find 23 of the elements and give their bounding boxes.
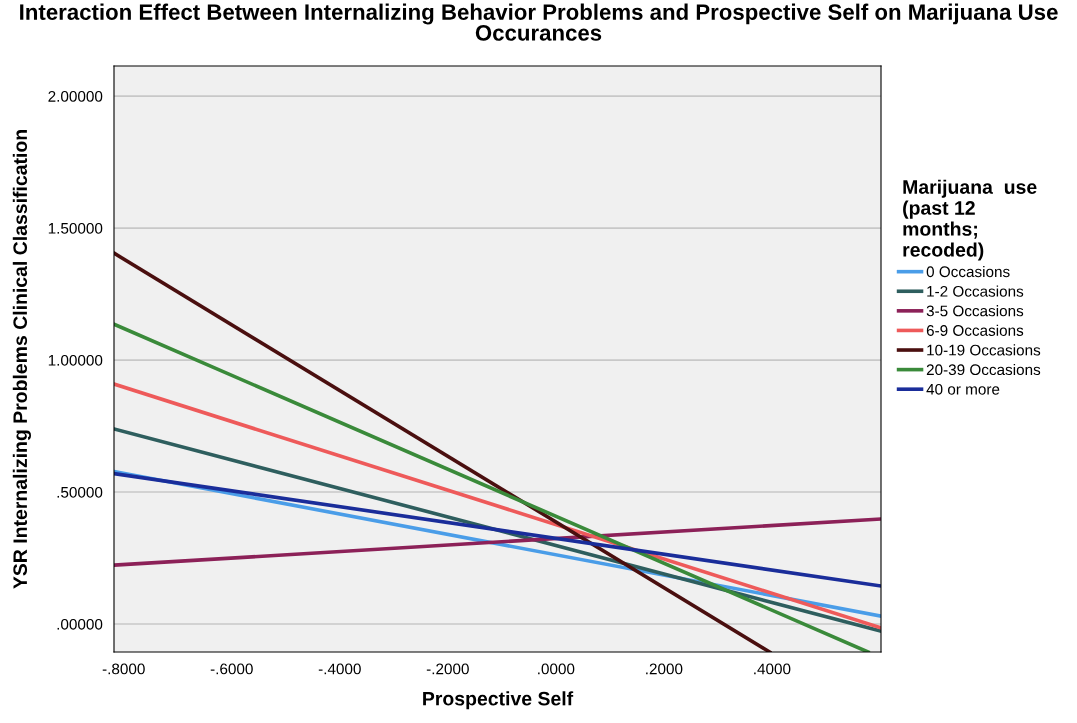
x-tick-label: .2000: [646, 663, 683, 675]
legend-label: 20-39 Occasions: [926, 363, 1041, 376]
y-tick-label: .00000: [57, 618, 103, 630]
legend-label: 0 Occasions: [926, 265, 1010, 278]
y-tick-label: 1.00000: [48, 354, 103, 366]
x-tick-label: -.4000: [318, 663, 361, 675]
x-tick-label: -.6000: [210, 663, 253, 675]
x-axis-title: Prospective Self: [423, 691, 574, 710]
y-tick-label: 1.50000: [48, 222, 103, 234]
x-tick-label: .0000: [538, 663, 575, 675]
x-tick-label: -.8000: [102, 663, 145, 675]
y-tick-label: .50000: [57, 486, 103, 498]
legend-label: 40 or more: [926, 383, 1000, 395]
y-axis-title: YSR Internalizing Problems Clinical Classification: [12, 130, 31, 589]
chart-title: Interaction Effect Between Internalizing Behavior Problems and Prospective Self on Marijuana Use Occurances: [20, 3, 1058, 41]
legend-label: 10-19 Occasions: [927, 344, 1041, 356]
legend-label: 6-9 Occasions: [926, 324, 1024, 336]
x-tick-label: -.2000: [426, 663, 469, 675]
legend-label: 3-5 Occasions: [926, 305, 1024, 317]
legend-label: 1-2 Occasions: [927, 285, 1024, 297]
x-tick-label: .4000: [754, 663, 791, 675]
y-tick-label: 2.00000: [48, 90, 103, 102]
legend-title: Marijuana use (past 12 months; recoded): [903, 179, 1037, 261]
